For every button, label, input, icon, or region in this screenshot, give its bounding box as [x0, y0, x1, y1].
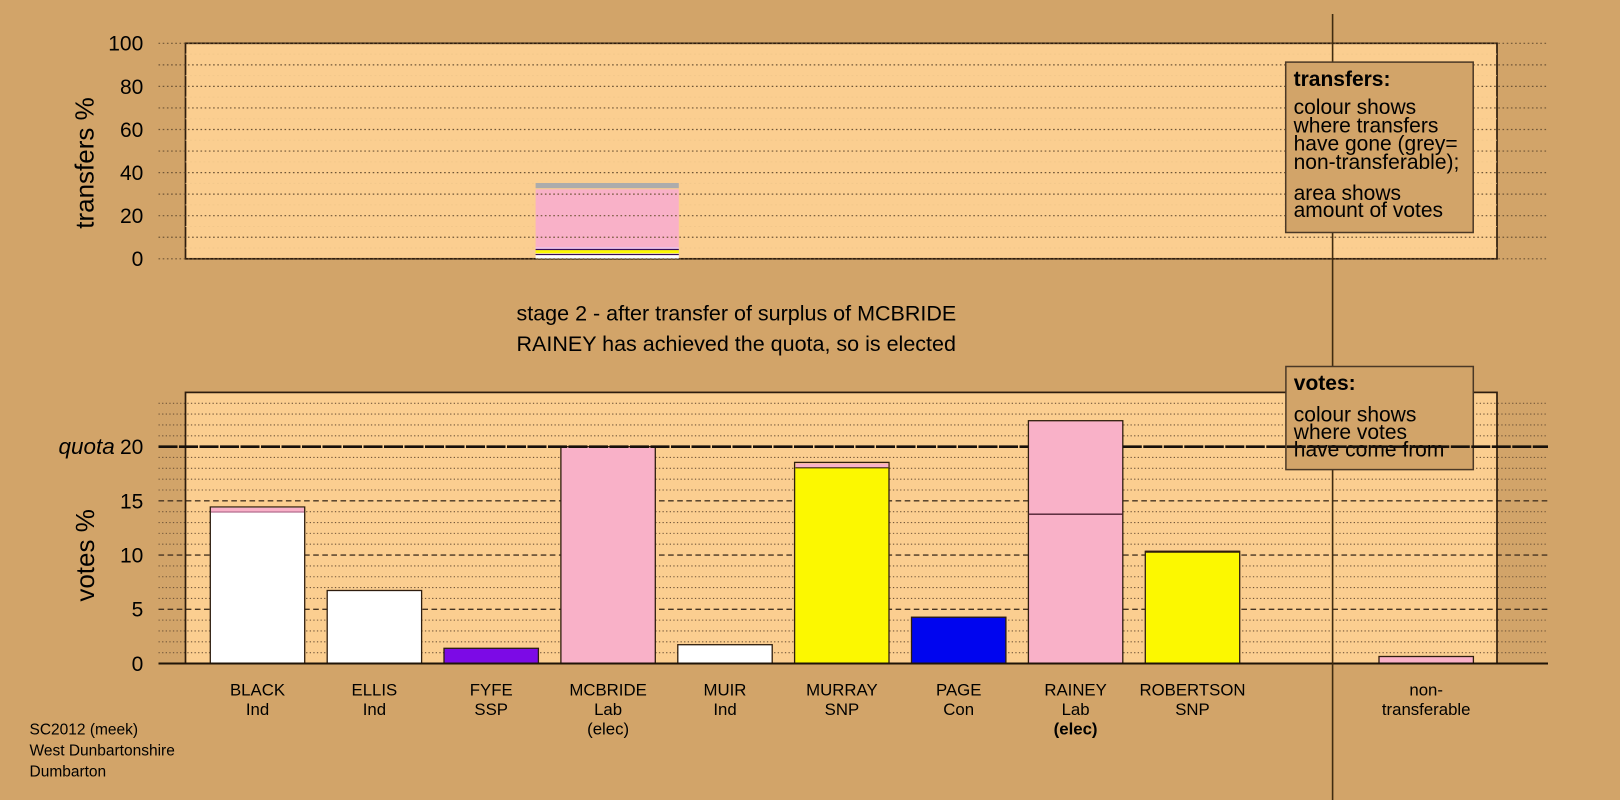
svg-text:SNP: SNP	[825, 700, 860, 719]
svg-text:have come from: have come from	[1294, 439, 1445, 462]
svg-text:60: 60	[120, 119, 143, 142]
svg-text:SC2012 (meek): SC2012 (meek)	[30, 721, 139, 738]
svg-text:(elec): (elec)	[1054, 720, 1098, 739]
svg-text:MUIR: MUIR	[704, 681, 747, 700]
svg-text:RAINEY has achieved the quota,: RAINEY has achieved the quota, so is ele…	[517, 332, 956, 356]
svg-text:where votes: where votes	[1293, 421, 1407, 444]
svg-text:colour shows: colour shows	[1294, 404, 1417, 427]
svg-text:MURRAY: MURRAY	[806, 681, 877, 700]
svg-text:BLACK: BLACK	[230, 681, 285, 700]
svg-text:40: 40	[120, 162, 143, 185]
svg-text:80: 80	[120, 76, 143, 99]
svg-text:quota: quota	[58, 434, 114, 459]
svg-text:transferable: transferable	[1382, 700, 1471, 719]
svg-text:votes %: votes %	[70, 509, 100, 602]
svg-text:FYFE: FYFE	[470, 681, 513, 700]
svg-text:Dumbarton: Dumbarton	[30, 764, 107, 781]
svg-text:amount of votes: amount of votes	[1294, 199, 1443, 222]
svg-text:SSP: SSP	[474, 700, 508, 719]
svg-text:0: 0	[132, 248, 144, 271]
svg-text:West Dunbartonshire: West Dunbartonshire	[30, 742, 175, 759]
svg-text:15: 15	[120, 490, 143, 513]
svg-text:stage 2 - after transfer of su: stage 2 - after transfer of surplus of M…	[517, 302, 957, 326]
svg-text:Lab: Lab	[1062, 700, 1090, 719]
svg-text:Ind: Ind	[713, 700, 736, 719]
svg-text:Con: Con	[943, 700, 974, 719]
svg-text:RAINEY: RAINEY	[1044, 681, 1106, 700]
svg-text:ROBERTSON: ROBERTSON	[1140, 681, 1246, 700]
svg-text:PAGE: PAGE	[936, 681, 981, 700]
svg-text:have gone (grey=: have gone (grey=	[1294, 133, 1458, 156]
svg-text:5: 5	[132, 599, 144, 622]
svg-text:20: 20	[120, 205, 143, 228]
svg-text:100: 100	[108, 33, 143, 56]
svg-text:area shows: area shows	[1294, 182, 1401, 205]
svg-text:0: 0	[132, 653, 144, 676]
svg-text:MCBRIDE: MCBRIDE	[569, 681, 646, 700]
svg-text:(elec): (elec)	[587, 720, 629, 739]
svg-text:transfers %: transfers %	[70, 97, 100, 229]
svg-text:transfers:: transfers:	[1294, 68, 1391, 91]
svg-text:non-: non-	[1409, 681, 1443, 700]
svg-text:SNP: SNP	[1175, 700, 1210, 719]
svg-text:where transfers: where transfers	[1293, 114, 1439, 137]
svg-text:votes:: votes:	[1294, 372, 1356, 395]
svg-text:Ind: Ind	[246, 700, 269, 719]
svg-text:colour shows: colour shows	[1294, 96, 1417, 119]
svg-text:Lab: Lab	[594, 700, 622, 719]
svg-text:10: 10	[120, 545, 143, 568]
svg-text:20: 20	[120, 436, 143, 459]
svg-text:non-transferable);: non-transferable);	[1294, 151, 1460, 174]
svg-text:Ind: Ind	[363, 700, 386, 719]
svg-text:ELLIS: ELLIS	[352, 681, 398, 700]
